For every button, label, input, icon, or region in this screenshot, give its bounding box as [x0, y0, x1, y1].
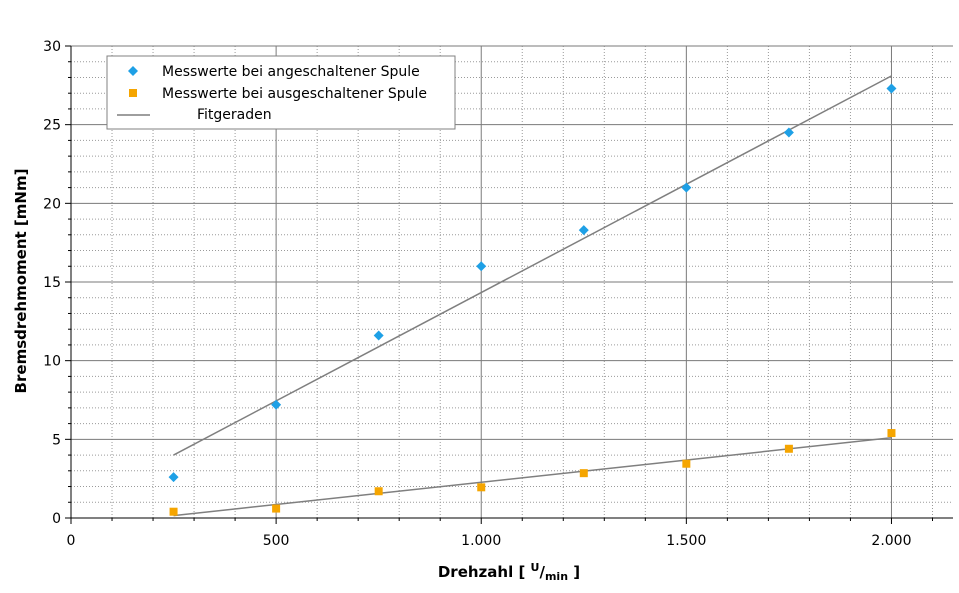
data-point-square [784, 444, 793, 453]
legend-item-series-2: Messwerte bei ausgeschaltener Spule [129, 86, 427, 102]
data-point-diamond [783, 127, 794, 138]
data-point-diamond [681, 182, 692, 193]
fit-line [173, 437, 892, 517]
y-axis-title: Bremsdrehmoment [mNm] [12, 169, 30, 394]
data-point-square [682, 459, 691, 468]
legend-item-fit: Fitgeraden [117, 107, 272, 123]
x-tick-label: 1.500 [666, 533, 706, 549]
data-point-square [272, 504, 281, 513]
x-tick-label: 500 [263, 533, 290, 549]
tick-labels: 0 500 1.000 1.500 2.000 0 5 10 15 20 25 30 [43, 39, 911, 549]
legend-label-series-2: Messwerte bei ausgeschaltener Spule [162, 86, 427, 102]
data-point-diamond [578, 225, 589, 236]
fit-line [173, 75, 892, 456]
legend-square-marker [129, 89, 137, 97]
x-axis-title-post: ] [568, 563, 580, 581]
data-point-square [579, 469, 588, 478]
legend-box [106, 55, 456, 130]
data-point-diamond [168, 472, 179, 483]
y-tick-label: 10 [43, 354, 61, 370]
data-point-diamond [476, 261, 487, 272]
x-tick-label: 0 [67, 533, 76, 549]
x-axis-title-slash: / [539, 563, 545, 581]
legend-label-series-1: Messwerte bei angeschaltener Spule [162, 64, 420, 80]
y-tick-label: 25 [43, 118, 61, 134]
data-point-square [887, 429, 896, 438]
x-tick-label: 1.000 [461, 533, 501, 549]
data-point-square [169, 507, 178, 516]
axes [65, 45, 953, 524]
data-point-diamond [886, 83, 897, 94]
data-point-diamond [271, 399, 282, 410]
y-tick-label: 15 [43, 275, 61, 291]
legend-label-fit: Fitgeraden [197, 107, 272, 123]
data-point-diamond [373, 330, 384, 341]
legend: Messwerte bei angeschaltener Spule Messw… [106, 55, 456, 130]
fit-lines [173, 75, 892, 517]
x-axis-title-sub: min [545, 570, 568, 583]
legend-diamond-marker [128, 66, 138, 76]
data-points [168, 83, 897, 516]
major-grid [71, 45, 953, 518]
legend-item-series-1: Messwerte bei angeschaltener Spule [128, 64, 420, 80]
data-point-square [477, 483, 486, 492]
x-axis-title-pre: Drehzahl [ [438, 563, 531, 581]
x-axis-title: Drehzahl [ U/min ] [438, 561, 580, 583]
y-tick-label: 5 [52, 432, 61, 448]
y-tick-label: 20 [43, 196, 61, 212]
x-axis-title-sup: U [531, 561, 540, 574]
y-tick-label: 0 [52, 511, 61, 527]
x-tick-label: 2.000 [871, 533, 911, 549]
y-tick-label: 30 [43, 39, 61, 55]
data-point-square [374, 487, 383, 496]
